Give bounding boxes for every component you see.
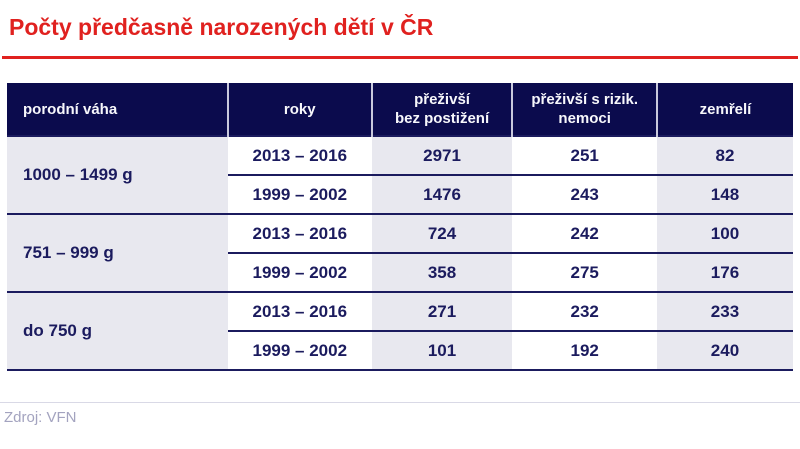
value-cell: 271 <box>371 291 513 331</box>
table-row: 751 – 999 g 2013 – 2016 724 242 100 <box>7 213 793 292</box>
value-cell: 243 <box>512 174 657 214</box>
value-cell: 240 <box>656 330 793 371</box>
years-cell: 1999 – 2002 <box>227 252 372 292</box>
header-label: bez postižení <box>394 110 490 127</box>
title-divider <box>2 56 798 59</box>
value-cell: 724 <box>371 213 513 253</box>
table-row: 1999 – 2002 358 275 176 <box>7 252 793 292</box>
source-label: Zdroj: VFN <box>4 409 77 426</box>
header-label: roky <box>283 100 316 118</box>
header-cell-survivors-risk-disease: přeživší s rizik. nemoci <box>511 83 657 136</box>
years-cell: 1999 – 2002 <box>227 330 372 371</box>
value-cell: 82 <box>656 135 793 175</box>
value-cell: 100 <box>656 213 793 253</box>
page-title: Počty předčasně narozených dětí v ČR <box>9 14 434 40</box>
value-cell: 251 <box>512 135 657 175</box>
value-cell: 232 <box>512 291 657 331</box>
weight-group-label: do 750 g <box>7 291 228 371</box>
value-cell: 192 <box>512 330 657 371</box>
years-cell: 2013 – 2016 <box>227 291 372 331</box>
header-label: zemřelí <box>699 100 752 118</box>
value-cell: 101 <box>371 330 513 371</box>
header-cell-years: roky <box>226 83 372 136</box>
value-cell: 148 <box>656 174 793 214</box>
data-table-container: porodní váha roky přeživší bez postižení… <box>7 83 793 371</box>
header-cell-survivors-no-disability: přeživší bez postižení <box>370 83 513 136</box>
header-label: přeživší <box>414 91 470 108</box>
table-header-row: porodní váha roky přeživší bez postižení… <box>7 83 793 136</box>
header-label: nemoci <box>558 110 611 127</box>
table-row: 1999 – 2002 1476 243 148 <box>7 174 793 214</box>
table-row: 1999 – 2002 101 192 240 <box>7 330 793 371</box>
value-cell: 2971 <box>371 135 513 175</box>
header-label: porodní váha <box>23 100 118 118</box>
value-cell: 242 <box>512 213 657 253</box>
value-cell: 233 <box>656 291 793 331</box>
years-cell: 1999 – 2002 <box>227 174 372 214</box>
value-cell: 275 <box>512 252 657 292</box>
years-cell: 2013 – 2016 <box>227 135 372 175</box>
header-cell-deceased: zemřelí <box>655 83 793 136</box>
weight-group-label: 1000 – 1499 g <box>7 135 228 214</box>
source-divider <box>0 402 800 403</box>
years-cell: 2013 – 2016 <box>227 213 372 253</box>
header-cell-birth-weight: porodní váha <box>7 83 228 136</box>
table-row: do 750 g 2013 – 2016 271 232 233 <box>7 291 793 371</box>
value-cell: 176 <box>656 252 793 292</box>
value-cell: 358 <box>371 252 513 292</box>
data-table: porodní váha roky přeživší bez postižení… <box>7 83 793 371</box>
weight-group-label: 751 – 999 g <box>7 213 228 292</box>
value-cell: 1476 <box>371 174 513 214</box>
header-label: přeživší s rizik. <box>531 91 639 108</box>
table-row: 1000 – 1499 g 2013 – 2016 2971 251 82 <box>7 135 793 214</box>
